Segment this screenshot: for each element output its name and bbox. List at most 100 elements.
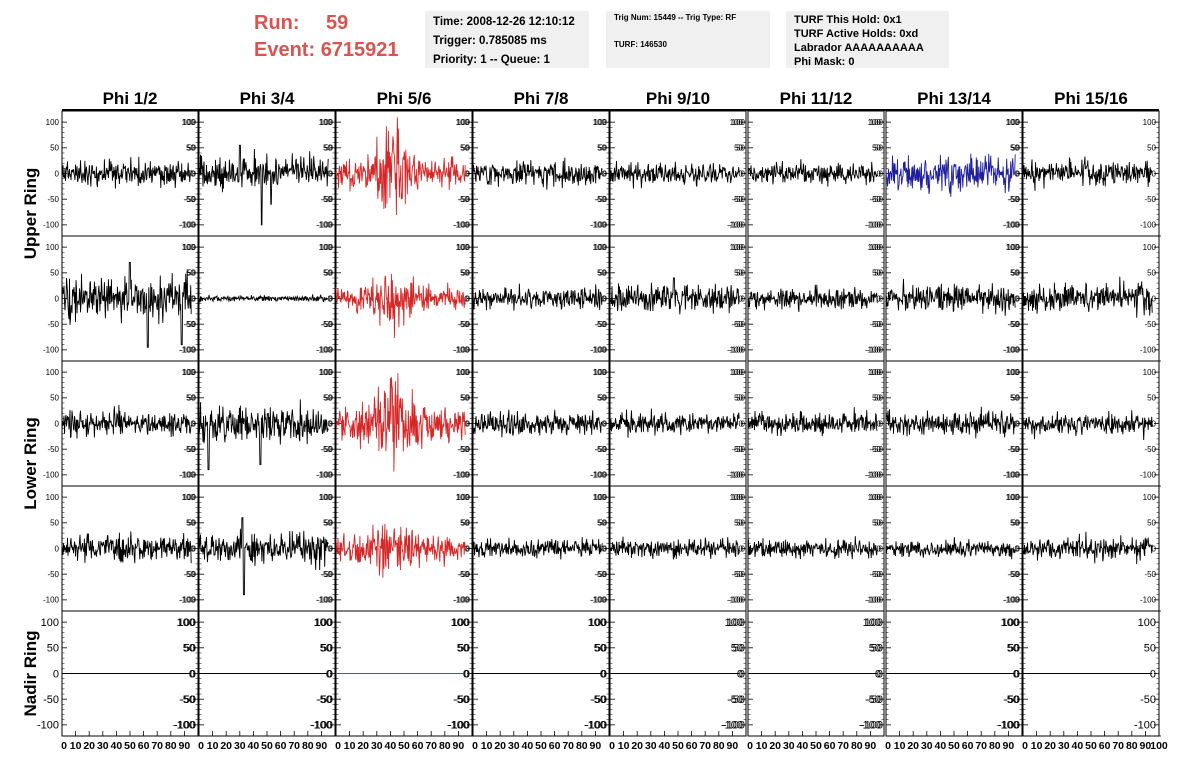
y-tick-label-left: 50 xyxy=(458,643,470,655)
y-tick-label-left: -50 xyxy=(595,320,607,329)
y-tick-label-right: 0 xyxy=(600,668,606,680)
y-tick-label-left: -100 xyxy=(454,596,471,605)
y-tick-label-right: 50 xyxy=(1010,269,1019,278)
y-tick-label-right: 50 xyxy=(731,643,743,655)
y-tick-label-right: -50 xyxy=(1140,694,1156,706)
y-tick-label-left: 100 xyxy=(41,617,59,629)
waveform-trace xyxy=(61,262,192,348)
y-tick-label-left: 100 xyxy=(46,243,60,252)
x-tick-label: 60 xyxy=(549,740,561,752)
waveform-trace xyxy=(335,373,466,472)
y-tick-label-left: 50 xyxy=(324,519,333,528)
y-tick-label-right: 100 xyxy=(314,617,332,629)
y-tick-label-left: 50 xyxy=(1008,643,1020,655)
column-header-4: Phi 7/8 xyxy=(514,89,569,108)
x-tick-label: 60 xyxy=(1099,740,1111,752)
column-header-7: Phi 13/14 xyxy=(917,89,991,108)
y-tick-label-right: 0 xyxy=(1015,544,1020,553)
y-tick-label-left: 50 xyxy=(461,269,470,278)
y-tick-label-left: -50 xyxy=(1008,445,1020,454)
y-tick-label-right: -50 xyxy=(183,445,195,454)
y-tick-label-left: 50 xyxy=(1011,519,1020,528)
y-tick-label-right: 0 xyxy=(877,294,882,303)
y-tick-label-left: -100 xyxy=(729,471,746,480)
y-tick-label-right: -100 xyxy=(721,720,743,732)
y-tick-label-left: 50 xyxy=(461,144,470,153)
y-tick-label-left: 0 xyxy=(741,294,746,303)
y-tick-label-right: 0 xyxy=(328,419,333,428)
y-tick-label-right: 100 xyxy=(1006,118,1020,127)
x-tick-label: 80 xyxy=(302,740,314,752)
y-tick-label-right: 0 xyxy=(602,419,607,428)
x-tick-label: 40 xyxy=(1072,740,1084,752)
y-tick-label-right: 0 xyxy=(1152,294,1157,303)
y-tick-label-right: 50 xyxy=(186,144,195,153)
y-tick-label-left: 100 xyxy=(732,243,746,252)
x-tick-label: 10 xyxy=(344,740,356,752)
y-tick-label-left: -100 xyxy=(43,221,60,230)
y-tick-label-right: -50 xyxy=(183,570,195,579)
y-tick-label-left: 0 xyxy=(192,294,197,303)
y-tick-label-right: -100 xyxy=(1003,596,1020,605)
y-tick-label-right: 50 xyxy=(872,269,881,278)
x-tick-label: 0 xyxy=(335,740,341,752)
y-tick-label-right: 100 xyxy=(1001,617,1019,629)
x-tick-label: 10 xyxy=(70,740,82,752)
y-tick-label-left: -50 xyxy=(595,195,607,204)
y-tick-label-right: -100 xyxy=(997,720,1019,732)
y-tick-label-right: -100 xyxy=(865,471,882,480)
y-tick-label-left: -50 xyxy=(184,320,196,329)
y-tick-label-left: 100 xyxy=(46,493,60,502)
y-tick-label-right: -100 xyxy=(865,221,882,230)
y-tick-label-left: -100 xyxy=(43,471,60,480)
y-tick-label-left: -50 xyxy=(871,320,883,329)
y-tick-label-right: 100 xyxy=(725,617,743,629)
y-tick-label-right: -50 xyxy=(183,320,195,329)
y-tick-label-left: -50 xyxy=(321,445,333,454)
y-tick-label-left: -50 xyxy=(184,445,196,454)
y-tick-label-right: -50 xyxy=(594,195,606,204)
y-tick-label-right: 0 xyxy=(1013,668,1019,680)
y-tick-label-left: -50 xyxy=(867,694,883,706)
y-tick-label-left: -100 xyxy=(180,471,197,480)
y-tick-label-right: 50 xyxy=(597,144,606,153)
y-tick-label-left: 0 xyxy=(1016,294,1021,303)
row-label-3: Nadir Ring xyxy=(21,631,40,717)
y-tick-label-left: 0 xyxy=(1016,544,1021,553)
y-tick-label-right: 50 xyxy=(872,144,881,153)
x-tick-label: 90 xyxy=(590,740,602,752)
panel-r2-c3: 100 100 50 50 0 0 -50 -50 -100 -100 xyxy=(317,235,473,362)
panel-r2-c1: 100 100 50 50 0 0 -50 -50 -100 -100 xyxy=(43,235,199,362)
x-tick-label: 80 xyxy=(713,740,725,752)
x-tick-label: 40 xyxy=(659,740,671,752)
y-tick-label-right: -50 xyxy=(727,694,743,706)
y-tick-label-left: -100 xyxy=(729,346,746,355)
run-line: Run: 59 xyxy=(254,10,399,37)
y-tick-label-left: -100 xyxy=(591,596,608,605)
y-tick-label-right: 50 xyxy=(323,269,332,278)
y-tick-label-right: 100 xyxy=(456,493,470,502)
panel-r2-c6: 100 100 50 50 0 0 -50 -50 -100 -100 xyxy=(729,235,885,362)
y-tick-label-left: 50 xyxy=(184,643,196,655)
y-tick-label-left: 50 xyxy=(598,144,607,153)
y-tick-label-left: 0 xyxy=(603,169,608,178)
y-tick-label-right: 100 xyxy=(1143,368,1157,377)
y-tick-label-right: -100 xyxy=(865,596,882,605)
y-tick-label-right: -50 xyxy=(457,320,469,329)
y-tick-label-right: -50 xyxy=(594,570,606,579)
x-tick-label: 30 xyxy=(508,740,520,752)
y-tick-label-left: 100 xyxy=(594,493,608,502)
panel-r3-c1: 100 100 50 50 0 0 -50 -50 -100 -100 xyxy=(43,360,199,487)
y-tick-label-right: 0 xyxy=(465,544,470,553)
x-tick-label: 30 xyxy=(645,740,657,752)
y-tick-label-left: 100 xyxy=(870,118,884,127)
x-tick-label: 80 xyxy=(1126,740,1138,752)
y-tick-label-right: -100 xyxy=(179,221,196,230)
y-tick-label-left: 100 xyxy=(732,493,746,502)
waveform-trace xyxy=(198,517,329,596)
waveform-trace xyxy=(609,408,740,438)
turf-this-hold-text: TURF This Hold: 0x1 xyxy=(794,14,902,26)
